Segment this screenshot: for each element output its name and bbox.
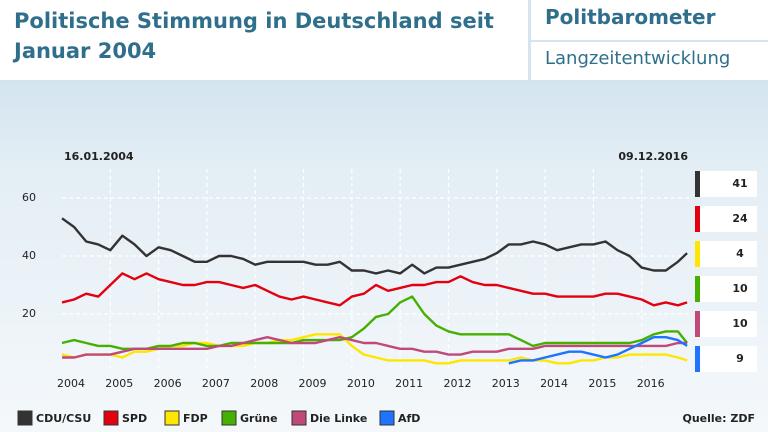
x-tick-label: 2011 — [395, 377, 423, 390]
legend-label: SPD — [122, 412, 147, 425]
legend-swatch — [221, 410, 237, 426]
source: Quelle: ZDF — [683, 412, 756, 425]
current-value: 10 — [732, 317, 748, 330]
value-swatch — [695, 171, 700, 197]
y-tick-label: 60 — [22, 191, 36, 204]
x-tick-label: 2015 — [588, 377, 616, 390]
value-swatch — [695, 311, 700, 337]
brand: Politbarometer — [545, 5, 716, 29]
x-tick-label: 2004 — [57, 377, 85, 390]
legend-label: CDU/CSU — [36, 412, 91, 425]
legend-swatch — [291, 410, 307, 426]
series-line — [61, 272, 688, 307]
value-swatch — [695, 206, 700, 232]
series-line — [61, 217, 688, 275]
value-swatch — [695, 346, 700, 372]
x-tick-label: 2012 — [443, 377, 471, 390]
value-swatch — [695, 276, 700, 302]
header: Politische Stimmung in Deutschland seit … — [0, 0, 768, 80]
brand-box: Politbarometer Langzeitentwicklung — [528, 0, 768, 80]
value-box — [697, 171, 757, 197]
value-swatch — [695, 241, 700, 267]
current-value: 4 — [736, 247, 744, 260]
series-line — [508, 336, 688, 365]
current-value: 9 — [736, 352, 744, 365]
value-box — [697, 346, 757, 372]
start-date: 16.01.2004 — [64, 150, 134, 163]
x-tick-label: 2014 — [540, 377, 568, 390]
y-tick-label: 40 — [22, 249, 36, 262]
current-value: 10 — [732, 282, 748, 295]
legend-label: Die Linke — [310, 412, 367, 425]
x-tick-label: 2010 — [347, 377, 375, 390]
x-tick-label: 2005 — [105, 377, 133, 390]
series-line — [62, 336, 688, 359]
current-value: 41 — [732, 177, 747, 190]
value-box — [697, 241, 757, 267]
legend-swatch — [103, 410, 119, 426]
legend-label: FDP — [183, 412, 208, 425]
legend-swatch — [379, 410, 395, 426]
legend-swatch — [17, 410, 33, 426]
current-value: 24 — [732, 212, 748, 225]
end-date: 09.12.2016 — [618, 150, 688, 163]
x-tick-label: 2009 — [299, 377, 327, 390]
y-tick-label: 20 — [22, 307, 36, 320]
legend-label: Grüne — [240, 412, 278, 425]
x-tick-label: 2016 — [637, 377, 665, 390]
x-tick-label: 2006 — [154, 377, 182, 390]
chart-title: Politische Stimmung in Deutschland seit … — [14, 9, 494, 63]
value-box — [697, 276, 757, 302]
value-box — [697, 206, 757, 232]
x-tick-label: 2007 — [202, 377, 230, 390]
legend-label: AfD — [398, 412, 420, 425]
value-box — [697, 311, 757, 337]
subtitle: Langzeitentwicklung — [531, 40, 768, 69]
x-tick-label: 2008 — [250, 377, 278, 390]
legend-swatch — [164, 410, 180, 426]
x-tick-label: 2013 — [492, 377, 520, 390]
series-line — [61, 295, 689, 350]
